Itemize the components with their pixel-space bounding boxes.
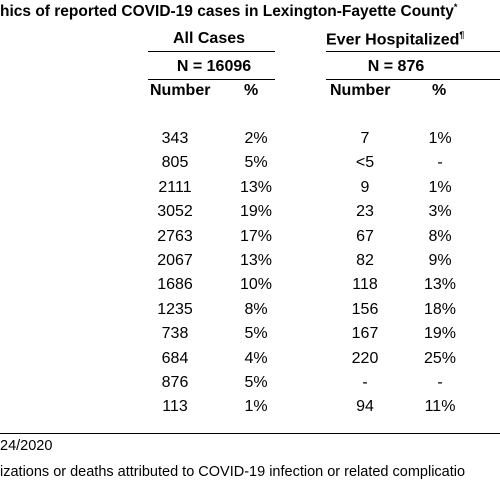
all-cases-number: 805 [161,154,189,172]
all-cases-percent: 10% [239,276,273,294]
title-text: hics of reported COVID-19 cases in Lexin… [0,3,454,21]
hospitalized-number: 7 [360,130,370,147]
table-body: 343 2% 7 1% 805 5% <5 - 2111 13% 9 1% 30… [0,130,500,423]
table-row: 3052 19% 23 3% [0,203,500,227]
hospitalized-number: 67 [356,227,374,245]
all-cases-percent: 19% [239,203,273,221]
hospitalized-number: 94 [356,398,374,416]
hospitalized-percent: 8% [428,227,452,245]
hospitalized-percent: 11% [424,398,456,416]
table-row: 1235 8% 156 18% [0,301,500,325]
ever-hospitalized-n: N = 876 [367,58,425,75]
table-row: 2067 13% 82 9% [0,252,500,276]
ever-hospitalized-rule [326,51,500,52]
all-cases-number: 3052 [157,203,193,221]
hospitalized-percent: 18% [423,300,457,318]
all-cases-percent-header: % [244,82,259,99]
all-cases-percent: 5% [244,373,268,391]
all-cases-number-header: Number [150,82,211,99]
all-cases-number: 738 [161,325,189,343]
all-cases-number: 343 [161,130,189,147]
table-title: hics of reported COVID-19 cases in Lexin… [0,2,457,21]
all-cases-number: 1686 [157,276,193,294]
hospitalized-percent: - [437,154,443,172]
all-cases-n: N = 16096 [176,58,252,75]
table-row: 738 5% 167 19% [0,325,500,349]
hospitalized-percent: 25% [423,349,457,367]
all-cases-percent: 17% [239,227,273,245]
all-cases-number: 1235 [157,300,193,318]
all-cases-percent: 8% [244,300,268,318]
table-bottom-rule [0,433,500,434]
all-cases-rule [148,51,275,52]
table-row: 113 1% 94 11% [0,398,500,422]
ever-hospitalized-header: Ever Hospitalized¶ [326,30,500,49]
hospitalized-number: 220 [351,349,379,367]
hospitalized-number: 167 [351,325,379,343]
all-cases-percent: 5% [244,325,268,343]
all-cases-percent: 5% [244,154,268,172]
hospitalized-number-header: Number [330,82,391,99]
table-row: 805 5% <5 - [0,154,500,178]
hospitalized-percent-header: % [432,82,447,99]
ever-hospitalized-n-rule [326,79,500,80]
hospitalized-percent: 3% [428,203,452,221]
footnote-date: 24/2020 [0,438,53,454]
all-cases-number: 876 [161,373,189,391]
all-cases-percent: 13% [239,178,273,196]
all-cases-number: 684 [161,349,189,367]
hospitalized-number: - [362,373,368,391]
table-row: 876 5% - - [0,374,500,398]
all-cases-header: All Cases [172,30,246,47]
all-cases-percent: 1% [244,398,268,416]
title-footnote-mark: * [453,2,458,12]
hospitalized-number: 9 [360,178,370,196]
all-cases-n-rule [148,79,275,80]
hospitalized-percent: 19% [423,325,457,343]
all-cases-number: 2763 [157,227,193,245]
hospitalized-percent: 1% [428,130,452,147]
hospitalized-percent: 9% [428,251,452,269]
footnote-hospitalization: izations or deaths attributed to COVID-1… [0,464,466,480]
hospitalized-percent: 13% [423,276,457,294]
hospitalized-number: 156 [351,300,379,318]
table-row: 684 4% 220 25% [0,350,500,374]
hospitalized-number: 82 [356,251,374,269]
all-cases-percent: 13% [239,251,273,269]
hospitalized-footnote-mark: ¶ [459,30,465,40]
hospitalized-number: 118 [352,276,378,294]
hospitalized-percent: 1% [428,178,452,196]
ever-hospitalized-label: Ever Hospitalized [326,31,460,49]
all-cases-number: 2111 [158,178,192,196]
table-row: 2111 13% 9 1% [0,179,500,203]
table-row: 343 2% 7 1% [0,130,500,154]
table-row: 2763 17% 67 8% [0,228,500,252]
all-cases-number: 2067 [157,251,193,269]
all-cases-number: 113 [162,398,188,416]
table-row: 1686 10% 118 13% [0,276,500,300]
hospitalized-number: 23 [356,203,374,221]
hospitalized-number: <5 [355,154,375,172]
all-cases-percent: 2% [244,130,268,147]
hospitalized-percent: - [437,373,443,391]
all-cases-percent: 4% [244,349,268,367]
